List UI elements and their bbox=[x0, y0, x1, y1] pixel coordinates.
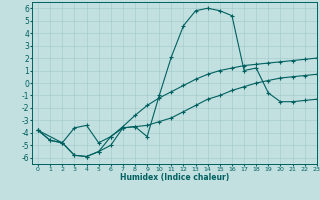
X-axis label: Humidex (Indice chaleur): Humidex (Indice chaleur) bbox=[120, 173, 229, 182]
